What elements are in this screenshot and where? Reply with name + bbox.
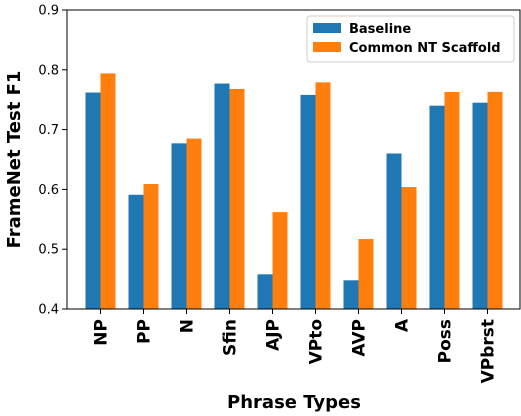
bar-common-nt-scaffold-sfin xyxy=(229,88,245,309)
bar-baseline-pp xyxy=(128,194,144,309)
bar-baseline-avp xyxy=(343,280,359,309)
bar-baseline-ajp xyxy=(257,274,273,309)
x-tick-label-np: NP xyxy=(92,319,112,346)
bar-common-nt-scaffold-a xyxy=(401,187,417,309)
legend-label-common-nt-scaffold: Common NT Scaffold xyxy=(349,41,501,56)
x-tick-label-sfin: Sfin xyxy=(221,319,241,356)
bars-layer xyxy=(85,73,503,310)
bar-baseline-vpbrst xyxy=(472,102,488,309)
bar-common-nt-scaffold-poss xyxy=(444,91,460,310)
y-tick-label: 0.8 xyxy=(38,63,59,78)
bar-baseline-np xyxy=(85,92,101,309)
y-tick-label: 0.9 xyxy=(38,4,59,19)
bar-baseline-sfin xyxy=(214,83,230,309)
x-tick-label-vpto: VPto xyxy=(307,319,327,364)
bar-common-nt-scaffold-vpto xyxy=(315,82,331,309)
bar-common-nt-scaffold-avp xyxy=(358,239,374,309)
bar-common-nt-scaffold-pp xyxy=(143,184,159,309)
legend-swatch-baseline xyxy=(313,23,341,33)
bar-baseline-n xyxy=(171,143,187,309)
x-tick-label-a: A xyxy=(393,318,413,332)
legend-box xyxy=(306,15,515,63)
y-tick-label: 0.5 xyxy=(38,243,59,258)
x-tick-label-avp: AVP xyxy=(350,319,370,357)
bar-baseline-vpto xyxy=(300,94,316,309)
x-tick-label-pp: PP xyxy=(135,319,155,344)
legend-swatch-common-nt-scaffold xyxy=(313,42,341,52)
y-tick-label: 0.6 xyxy=(38,183,59,198)
bar-common-nt-scaffold-np xyxy=(100,73,116,309)
y-tick-label: 0.7 xyxy=(38,123,59,138)
y-tick-label: 0.4 xyxy=(38,303,59,318)
x-tick-label-vpbrst: VPbrst xyxy=(479,319,499,383)
bar-common-nt-scaffold-ajp xyxy=(272,212,288,309)
bar-common-nt-scaffold-vpbrst xyxy=(487,91,503,310)
legend-label-baseline: Baseline xyxy=(349,22,411,37)
y-axis-ticks: 0.4 0.5 0.6 0.7 0.8 0.9 xyxy=(38,4,67,318)
x-axis-ticks: NP PP N Sfin AJP VPto AVP A Poss VPbrst xyxy=(92,309,499,383)
x-tick-label-poss: Poss xyxy=(436,319,456,363)
x-tick-label-n: N xyxy=(178,319,198,333)
legend: Baseline Common NT Scaffold xyxy=(306,15,515,63)
bar-baseline-poss xyxy=(429,105,445,310)
plot-frame xyxy=(66,9,521,310)
y-axis-label: FrameNet Test F1 xyxy=(4,71,25,249)
x-axis-label: Phrase Types xyxy=(227,392,361,413)
bar-baseline-a xyxy=(386,153,402,309)
bar-common-nt-scaffold-n xyxy=(186,138,202,309)
x-tick-label-ajp: AJP xyxy=(264,319,284,351)
